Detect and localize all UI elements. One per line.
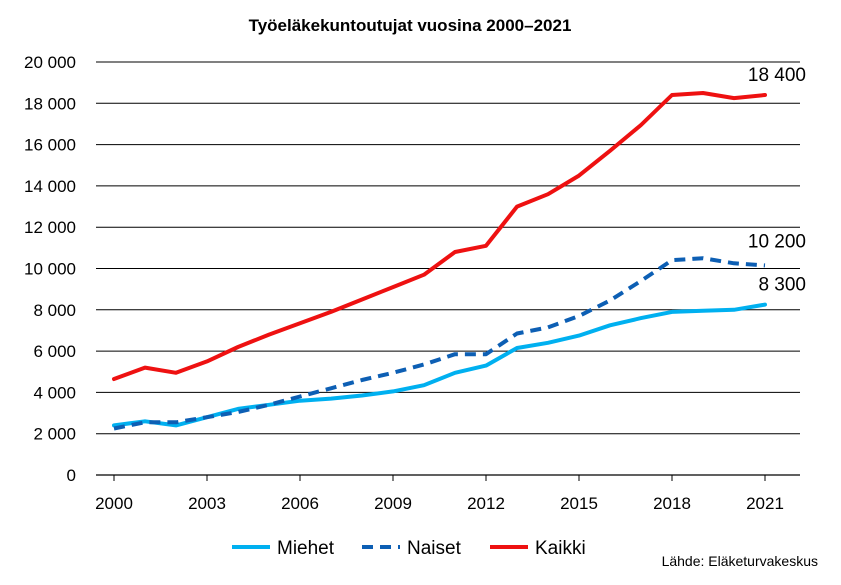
legend-label-kaikki: Kaikki	[535, 538, 586, 559]
x-tick-label: 2009	[374, 494, 412, 513]
x-tick-label: 2015	[560, 494, 598, 513]
series-lines	[112, 91, 767, 431]
data-label-kaikki: 18 400	[748, 65, 806, 86]
y-tick-label: 20 000	[24, 53, 76, 72]
y-tick-label: 18 000	[24, 94, 76, 113]
gridlines	[96, 61, 800, 435]
chart-title: Työeläkekuntoutujat vuosina 2000–2021	[249, 16, 572, 35]
x-tick-label: 2021	[746, 494, 784, 513]
series-line-miehet	[112, 302, 767, 428]
x-tick-label: 2006	[281, 494, 319, 513]
source-note: Lähde: Eläketurvakeskus	[662, 553, 818, 569]
y-tick-label: 14 000	[24, 177, 76, 196]
annotations: 18 400 10 200 8 300	[748, 65, 806, 296]
y-tick-label: 2 000	[33, 425, 76, 444]
series-line-naiset	[113, 256, 766, 431]
y-tick-label: 8 000	[33, 301, 76, 320]
x-tick-label: 2003	[188, 494, 226, 513]
y-tick-label: 16 000	[24, 136, 76, 155]
y-axis-ticks: 0 2 000 4 000 6 000 8 000 10 000 12 000 14 000 1…	[24, 53, 76, 485]
x-tick-label: 2012	[467, 494, 505, 513]
y-tick-label: 6 000	[33, 342, 76, 361]
y-tick-label: 10 000	[24, 260, 76, 279]
x-tick-label: 2018	[653, 494, 691, 513]
y-tick-label: 12 000	[24, 218, 76, 237]
x-tick-label: 2000	[95, 494, 133, 513]
legend-label-naiset: Naiset	[407, 538, 462, 559]
legend: Miehet Naiset Kaikki	[232, 538, 586, 559]
legend-label-miehet: Miehet	[277, 538, 335, 559]
x-axis: 2000 2003 2006 2009 2012 2015 2018 2021	[95, 474, 800, 513]
y-tick-label: 0	[67, 466, 76, 485]
data-label-miehet: 8 300	[758, 275, 806, 296]
data-label-naiset: 10 200	[748, 231, 806, 252]
series-line-kaikki	[112, 91, 767, 381]
y-tick-label: 4 000	[33, 383, 76, 402]
